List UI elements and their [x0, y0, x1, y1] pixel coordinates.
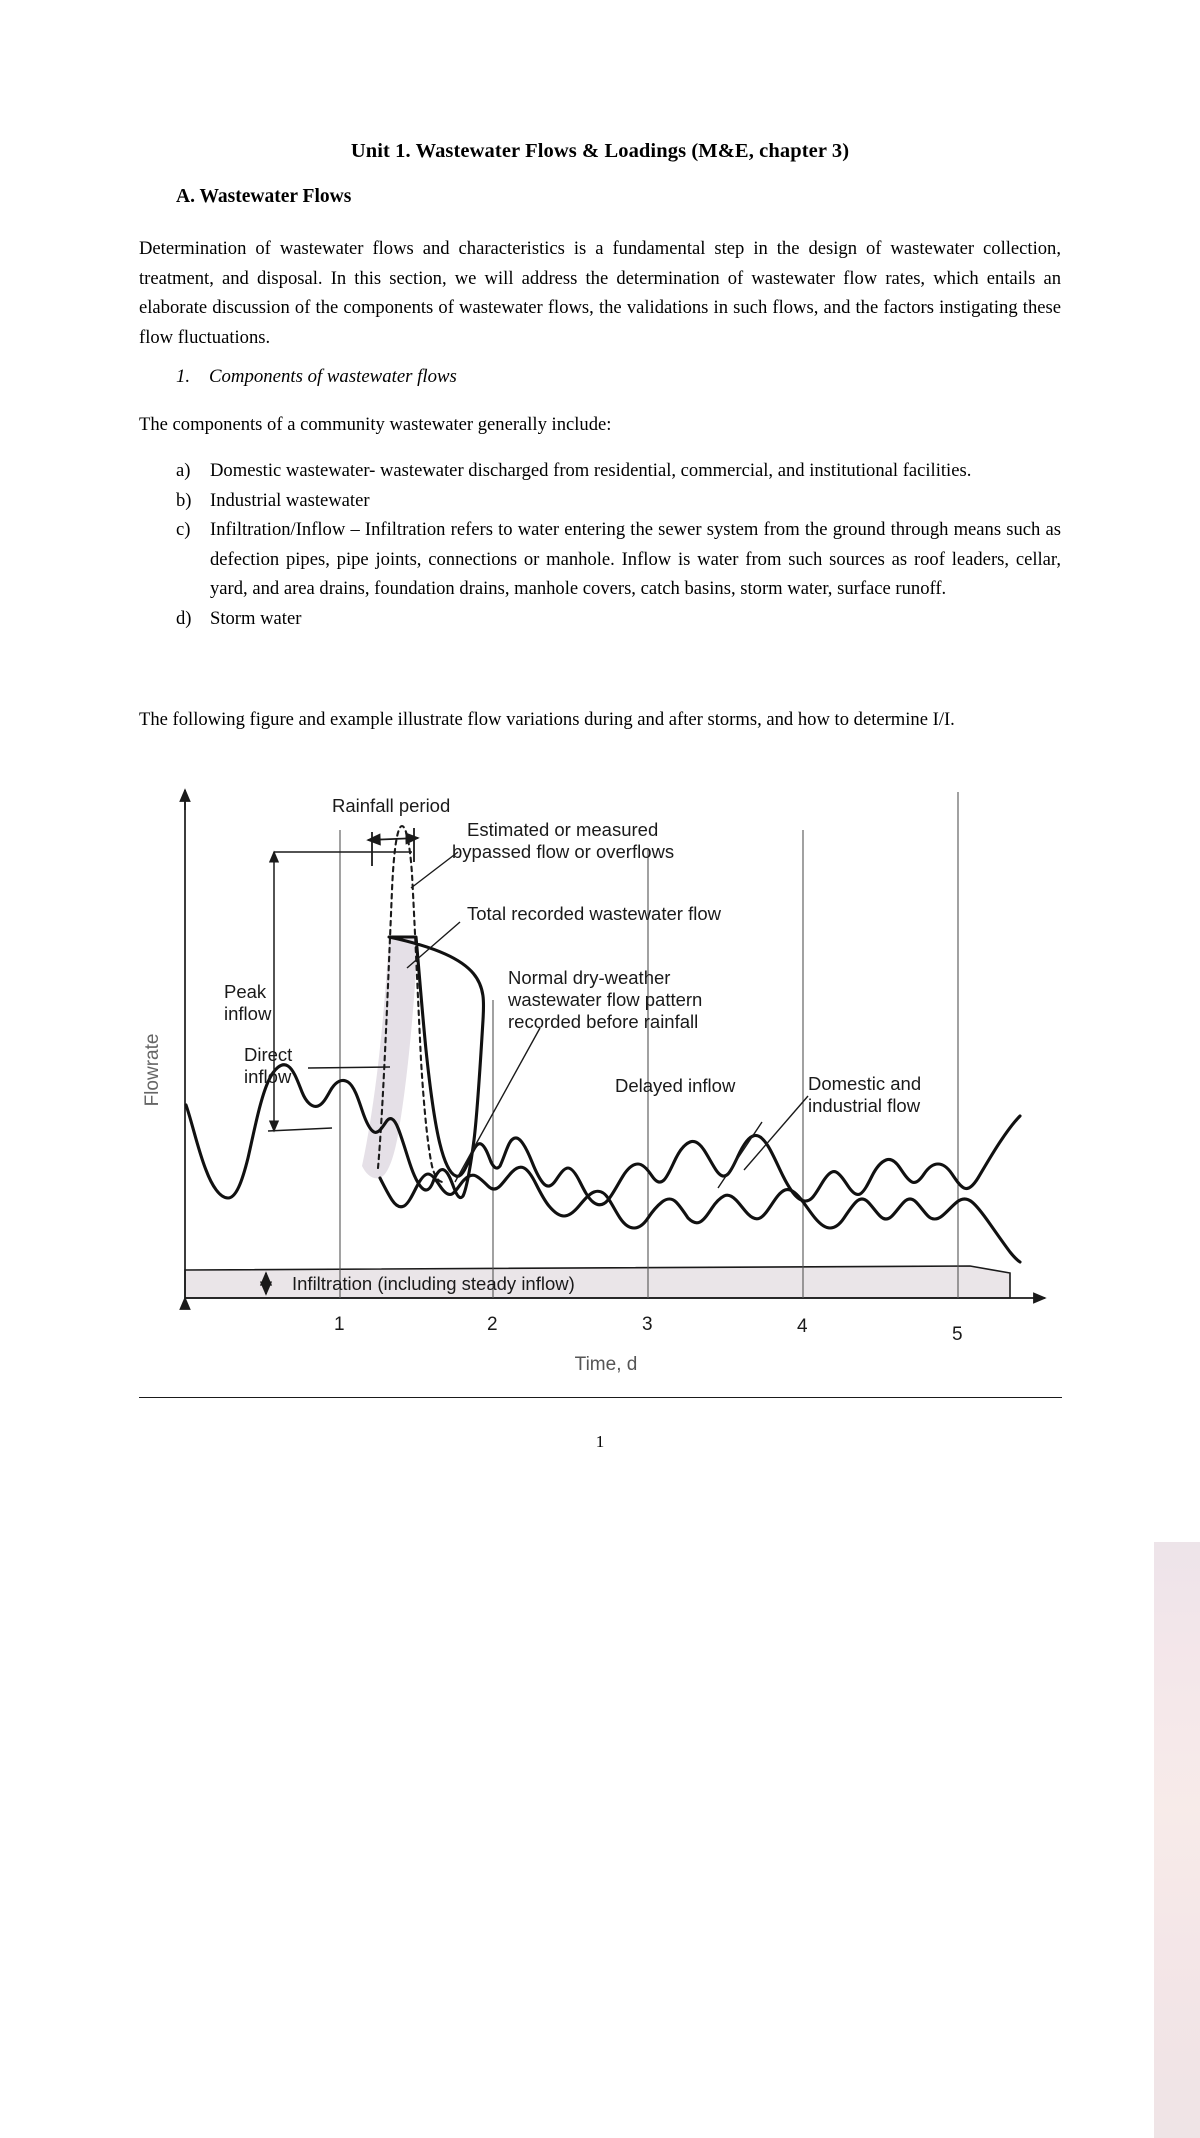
list-item-marker: a) [176, 460, 191, 481]
peak-inflow-label-line1: Peak [224, 981, 267, 1002]
list-item: c) Infiltration/Inflow – Infiltration re… [176, 515, 1061, 604]
direct-inflow-leader [307, 1066, 391, 1069]
page-number: 1 [595, 1432, 605, 1451]
paragraph-intro-flows: Determination of wastewater flows and ch… [139, 238, 1061, 348]
list-item-text: Storm water [210, 607, 302, 629]
dry-weather-flow-curve [378, 1165, 1022, 1264]
x-tick-label-2: 2 [487, 1314, 498, 1335]
list-item-marker: c) [176, 519, 191, 541]
components-list: a) Domestic wastewater- wastewater disch… [176, 456, 1061, 634]
list-item-text: Domestic wastewater- wastewater discharg… [210, 460, 972, 481]
x-tick-label-1: 1 [334, 1314, 345, 1335]
delayed-inflow-label: Delayed inflow [615, 1075, 736, 1096]
document-page: Unit 1. Wastewater Flows & Loadings (M&E… [139, 140, 1200, 2138]
subsection-heading-1: 1. Components of wastewater flows [176, 366, 457, 388]
x-tick-label-4: 4 [797, 1316, 808, 1337]
list-item-marker: b) [176, 489, 192, 511]
bypassed-flow-label-line1: Estimated or measured [467, 819, 658, 840]
domestic-industrial-leader [743, 1095, 809, 1171]
y-axis-label: Flowrate [142, 1034, 163, 1107]
paragraph-figure-lead: The following figure and example illustr… [139, 709, 955, 730]
domestic-industrial-label-line1: Domestic and [808, 1073, 921, 1094]
direct-inflow-label-line1: Direct [244, 1044, 292, 1065]
bypassed-flow-curve [376, 824, 445, 1184]
dry-weather-label-line3: recorded before rainfall [508, 1011, 698, 1032]
flowrate-figure: Rainfall period Peak inflow Direct inflo… [140, 770, 1200, 2138]
direct-inflow-label-line2: inflow [244, 1066, 292, 1087]
list-item: a) Domestic wastewater- wastewater disch… [176, 456, 1061, 486]
delayed-inflow-leader [717, 1121, 763, 1189]
subsection-title: Components of wastewater flows [209, 366, 457, 387]
bypassed-flow-label-line2: bypassed flow or overflows [452, 841, 674, 862]
footer-divider [139, 1397, 1062, 1398]
total-recorded-flow-label: Total recorded wastewater flow [467, 903, 722, 924]
subsection-number: 1. [176, 366, 191, 387]
rainfall-period-bracket [366, 828, 420, 866]
section-heading-a: A. Wastewater Flows [176, 186, 352, 207]
peak-inflow-label-line2: inflow [224, 1003, 272, 1024]
bypassed-flow-leader [410, 851, 459, 889]
x-tick-label-5: 5 [952, 1324, 963, 1345]
direct-inflow-shaded-area [362, 937, 416, 1179]
infiltration-band-label: Infiltration (including steady inflow) [292, 1273, 575, 1294]
list-item-marker: d) [176, 607, 192, 629]
domestic-industrial-label-line2: industrial flow [808, 1095, 921, 1116]
page-title: Unit 1. Wastewater Flows & Loadings (M&E… [350, 140, 850, 162]
total-recorded-flow-leader [406, 921, 461, 969]
x-tick-label-3: 3 [642, 1314, 653, 1335]
dry-weather-label-line1: Normal dry-weather [508, 967, 670, 988]
list-item: b) Industrial wastewater [176, 486, 1061, 516]
flowrate-chart-svg: Rainfall period Peak inflow Direct inflo… [142, 788, 1047, 1375]
dry-weather-pattern-leader [454, 1027, 541, 1183]
paragraph-components-lead: The components of a community wastewater… [139, 414, 612, 435]
dry-weather-label-line2: wastewater flow pattern [507, 989, 702, 1010]
list-item: d) Storm water [176, 604, 1061, 634]
peak-inflow-bracket [267, 850, 412, 1133]
x-axis-label: Time, d [575, 1354, 638, 1375]
rainfall-period-label: Rainfall period [332, 795, 450, 816]
list-item-text: Industrial wastewater [210, 489, 370, 511]
total-recorded-flow-curve [184, 935, 1022, 1207]
list-item-text: Infiltration/Inflow – Infiltration refer… [210, 519, 1061, 600]
scan-artifact-band [1154, 1542, 1200, 2138]
